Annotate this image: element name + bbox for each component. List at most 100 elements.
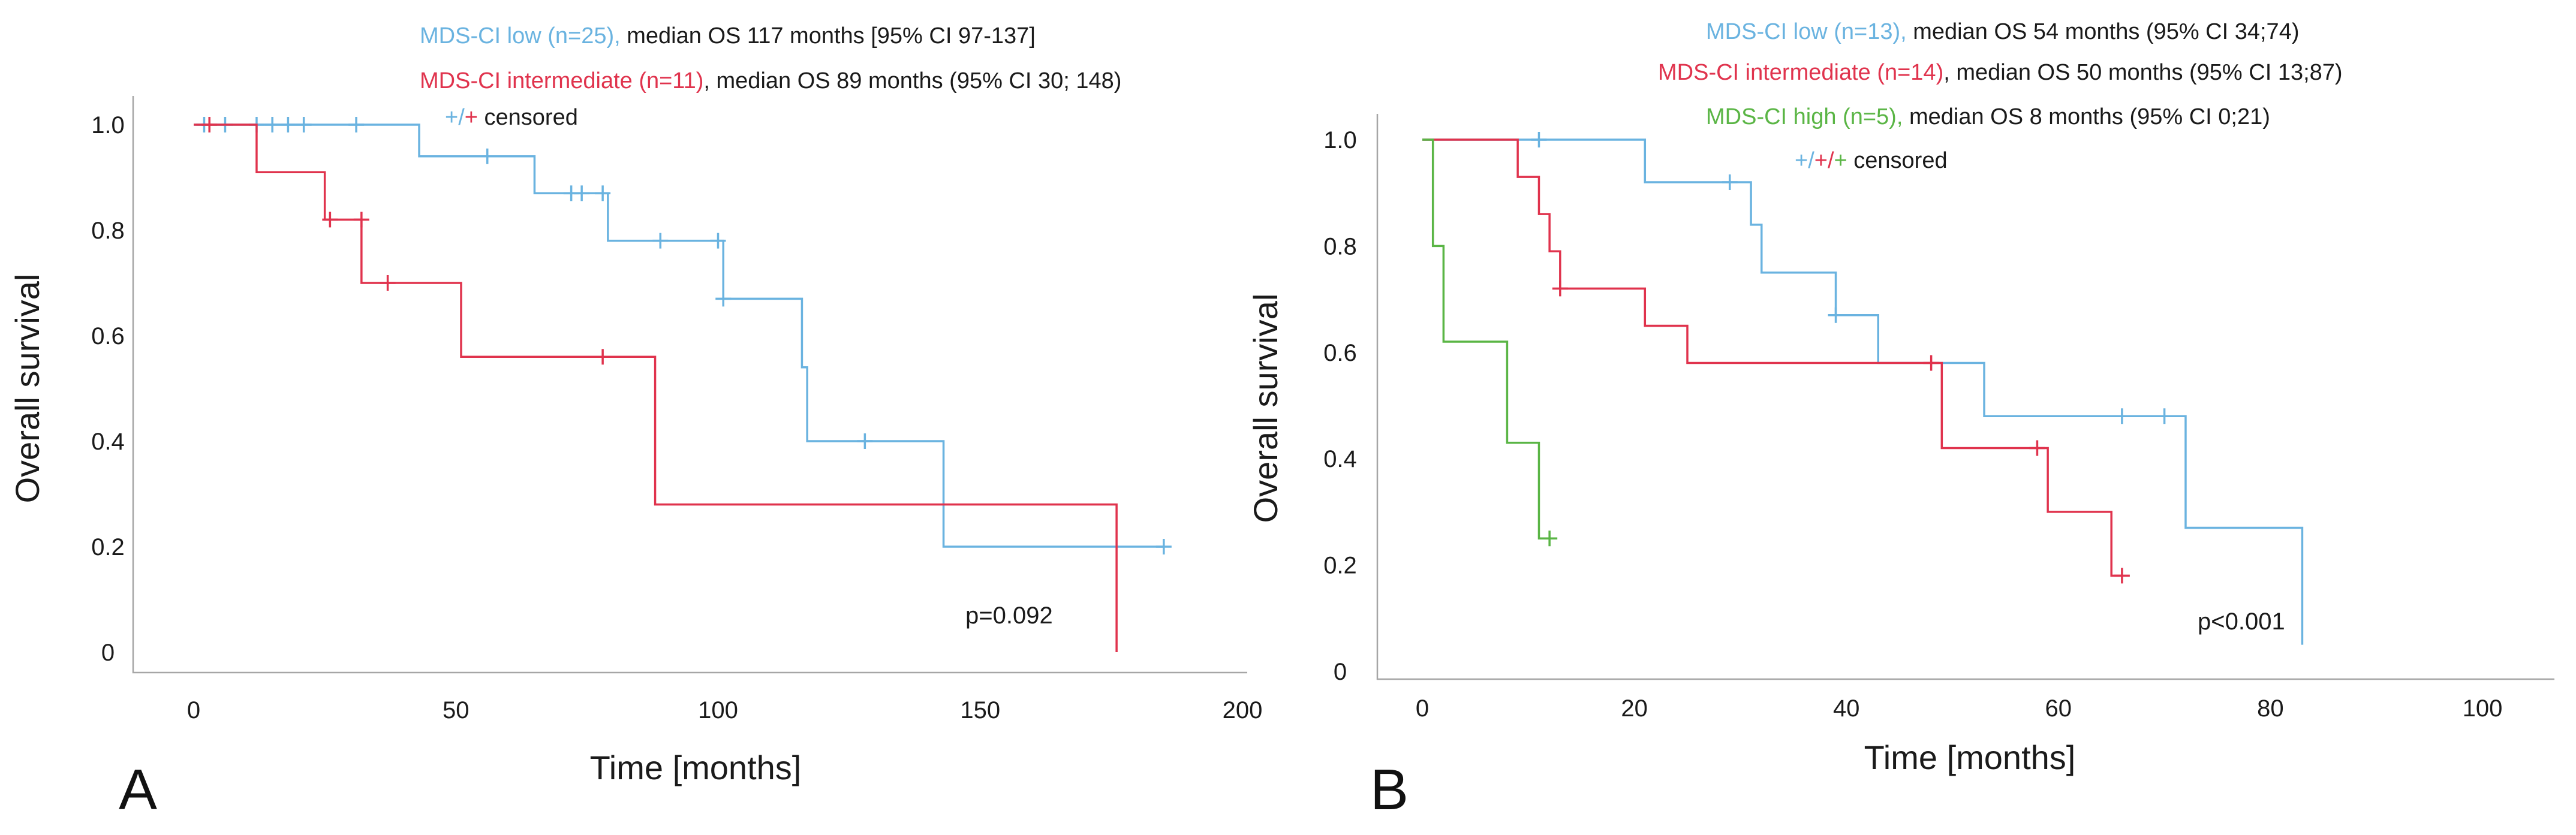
x-tick-label: 20 <box>1621 695 1648 722</box>
censor-mark-intermediate <box>353 212 369 228</box>
survival-curve-high <box>1422 138 1550 539</box>
x-tick-label: 50 <box>443 697 470 724</box>
legend-censored-note: +/+ censored <box>445 105 578 130</box>
censor-mark-low <box>1531 132 1547 147</box>
legend-group-low: MDS-CI low (n=25), <box>420 23 621 49</box>
y-tick-label: 0.4 <box>91 429 125 455</box>
panel-b: MDS-CI low (n=13), median OS 54 months (… <box>1247 19 2554 822</box>
survival-curve-intermediate <box>194 123 1118 652</box>
censor-symbol-intermediate: + <box>465 105 478 130</box>
x-tick-label: 60 <box>2045 695 2072 722</box>
x-tick-label: 150 <box>960 697 1000 724</box>
censor-label: censored <box>1847 148 1948 173</box>
y-tick-label: 0.4 <box>1323 446 1357 472</box>
legend-detail-intermediate: , median OS 50 months (95% CI 13;87) <box>1943 60 2342 85</box>
censor-mark-intermediate <box>2114 568 2130 584</box>
legend-group-intermediate: MDS-CI intermediate (n=11) <box>420 68 703 94</box>
x-tick-label: 200 <box>1223 697 1263 724</box>
censor-mark-low <box>296 117 312 132</box>
legend-detail-low: median OS 117 months [95% CI 97-137] <box>621 23 1036 49</box>
censor-mark-low <box>1722 174 1738 190</box>
censor-symbol-high: + <box>1834 148 1847 173</box>
legend-censored-note: +/+/+ censored <box>1795 148 1948 173</box>
survival-curve-low <box>1422 138 2304 645</box>
legend-entry-low: MDS-CI low (n=25), median OS 117 months … <box>420 23 1036 49</box>
axis-line <box>1376 114 2554 680</box>
panel-a-p-value: p=0.092 <box>965 602 1053 629</box>
censor-mark-low <box>1155 539 1172 554</box>
panel-b-x-ticks: 0 20 40 60 80 100 <box>1416 695 2503 722</box>
censor-mark-low <box>2114 408 2130 424</box>
censor-mark-intermediate <box>380 275 396 291</box>
panel-a-letter: A <box>119 758 157 822</box>
censor-mark-intermediate <box>1923 355 1939 371</box>
panel-b-p-value: p<0.001 <box>2198 608 2285 635</box>
panel-b-plot-area <box>1422 132 2304 645</box>
y-tick-label: 0.8 <box>1323 233 1357 260</box>
censor-mark-low <box>479 148 495 164</box>
censor-mark-low <box>715 291 732 307</box>
y-tick-label: 0 <box>101 640 115 666</box>
y-tick-label: 1.0 <box>1323 127 1357 153</box>
legend-entry-intermediate: MDS-CI intermediate (n=14), median OS 50… <box>1658 60 2343 85</box>
y-tick-label: 0.6 <box>91 323 125 349</box>
censor-mark-low <box>595 185 611 201</box>
censor-mark-intermediate <box>1552 281 1568 297</box>
panel-a-x-ticks: 0 50 100 150 200 <box>187 697 1263 724</box>
censor-mark-intermediate <box>322 212 338 228</box>
censor-symbol-low: +/ <box>445 105 465 130</box>
y-tick-label: 0.6 <box>1323 340 1357 366</box>
x-tick-label: 40 <box>1833 695 1860 722</box>
x-tick-label: 100 <box>698 697 738 724</box>
x-tick-label: 0 <box>187 697 200 724</box>
panel-a-y-axis-label: Overall survival <box>8 274 46 504</box>
y-tick-label: 0.2 <box>91 534 125 560</box>
x-tick-label: 80 <box>2257 695 2284 722</box>
censor-label: censored <box>478 105 578 130</box>
panel-b-y-axis-label: Overall survival <box>1247 294 1284 523</box>
legend-group-intermediate: MDS-CI intermediate (n=14) <box>1658 60 1943 85</box>
axis-line <box>132 96 1247 674</box>
panel-a-y-ticks: 0 0.2 0.4 0.6 0.8 1.0 <box>91 112 125 666</box>
panel-a-plot-area <box>194 117 1172 652</box>
censor-symbol-low: +/ <box>1795 148 1814 173</box>
legend-group-low: MDS-CI low (n=13), <box>1706 19 1907 44</box>
y-tick-label: 1.0 <box>91 112 125 138</box>
legend-detail-intermediate: , median OS 89 months (95% CI 30; 148) <box>703 68 1121 94</box>
y-tick-label: 0.2 <box>1323 553 1357 579</box>
censor-mark-low <box>280 117 296 132</box>
censor-mark-low <box>652 233 669 249</box>
survival-curve-low <box>194 123 1164 548</box>
censor-mark-low <box>264 117 281 132</box>
x-tick-label: 100 <box>2463 695 2503 722</box>
legend-detail-low: median OS 54 months (95% CI 34;74) <box>1907 19 2300 44</box>
y-tick-label: 0.8 <box>91 218 125 244</box>
censor-mark-low <box>574 185 590 201</box>
censor-mark-intermediate <box>2029 440 2045 456</box>
survival-curve-intermediate <box>1422 138 2122 577</box>
panel-a-x-axis-label: Time [months] <box>590 749 802 786</box>
censor-mark-intermediate <box>201 117 218 132</box>
legend-entry-high: MDS-CI high (n=5), median OS 8 months (9… <box>1706 104 2270 129</box>
y-tick-label: 0 <box>1334 659 1347 685</box>
legend-entry-intermediate: MDS-CI intermediate (n=11), median OS 89… <box>420 68 1121 94</box>
panel-b-letter: B <box>1370 758 1409 822</box>
panel-b-axes <box>1376 114 2554 680</box>
panel-b-x-axis-label: Time [months] <box>1864 738 2076 776</box>
censor-mark-low <box>2156 408 2172 424</box>
panel-a-legend: MDS-CI low (n=25), median OS 117 months … <box>420 23 1121 130</box>
panel-a-axes <box>132 96 1247 674</box>
legend-group-high: MDS-CI high (n=5), <box>1706 104 1903 129</box>
censor-mark-low <box>710 233 726 249</box>
censor-mark-low <box>1828 307 1844 323</box>
censor-symbol-intermediate: +/ <box>1814 148 1834 173</box>
censor-mark-low <box>857 433 873 449</box>
x-tick-label: 0 <box>1416 695 1429 722</box>
panel-b-legend: MDS-CI low (n=13), median OS 54 months (… <box>1658 19 2343 173</box>
legend-detail-high: median OS 8 months (95% CI 0;21) <box>1903 104 2270 129</box>
censor-mark-low <box>348 117 365 132</box>
censor-mark-high <box>1542 530 1558 547</box>
panel-a: MDS-CI low (n=25), median OS 117 months … <box>8 23 1262 822</box>
panel-b-y-ticks: 0 0.2 0.4 0.6 0.8 1.0 <box>1323 127 1357 685</box>
